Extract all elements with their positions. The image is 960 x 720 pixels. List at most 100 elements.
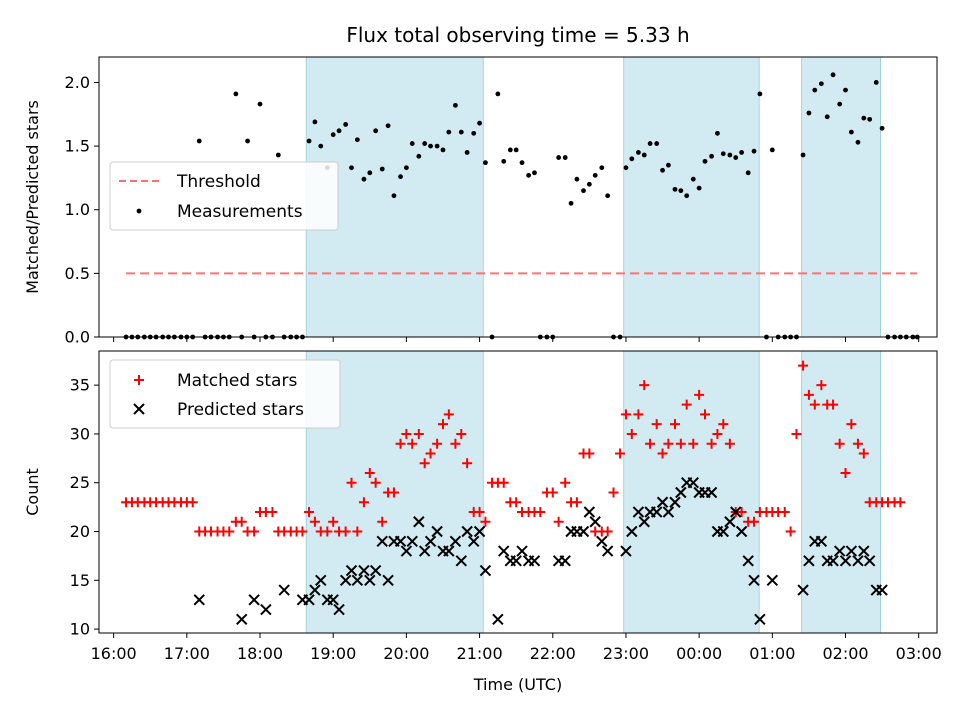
measurement-point [727, 152, 733, 158]
legend-measurements-label: Measurements [177, 202, 303, 222]
x-tick-label: 18:00 [237, 644, 283, 663]
x-tick-label: 23:00 [603, 644, 649, 663]
legend-predicted-swatch [133, 403, 145, 415]
x-tick-label: 16:00 [91, 644, 137, 663]
measurement-point [245, 138, 250, 144]
measurement-point [532, 170, 537, 176]
measurement-point [422, 141, 428, 146]
predicted-stars-point [303, 594, 315, 606]
measurement-point [526, 172, 532, 178]
measurement-point [751, 148, 757, 154]
legend-measurements-swatch [136, 208, 142, 214]
matched-stars-point [602, 526, 613, 537]
predicted-stars-point [589, 516, 601, 528]
measurement-point [373, 128, 379, 134]
chart-title: Flux total observing time = 5.33 h [346, 23, 689, 47]
matched-stars-point [358, 497, 369, 508]
matched-stars-point [511, 497, 522, 508]
y-tick-label: 0.0 [65, 328, 90, 347]
measurement-point [556, 155, 562, 160]
matched-stars-point [718, 419, 729, 430]
matched-stars-point [663, 438, 674, 449]
predicted-stars-point [339, 574, 352, 587]
x-tick-label: 03:00 [896, 644, 942, 663]
measurement-point [428, 143, 433, 149]
measurement-point [592, 172, 598, 178]
measurement-point [257, 101, 263, 107]
counts-legend: Matched stars Predicted stars [109, 359, 341, 429]
x-tick-label: 22:00 [530, 644, 576, 663]
matched-stars-point [712, 428, 723, 439]
matched-stars-point [328, 516, 339, 527]
predicted-stars-point [559, 555, 571, 567]
matched-stars-point [346, 477, 357, 488]
matched-stars-point [553, 516, 564, 527]
predicted-stars-point [406, 535, 418, 547]
predicted-stars-point [748, 574, 760, 587]
measurement-point [769, 147, 775, 153]
measurement-point [196, 138, 202, 144]
matched-stars-point [322, 526, 333, 537]
matched-stars-point [480, 516, 491, 527]
matched-stars-point [615, 448, 626, 459]
measurement-point [745, 170, 751, 176]
predicted-stars-point [400, 545, 413, 557]
predicted-stars-point [327, 594, 339, 606]
x-marker [133, 403, 145, 415]
predicted-stars-point [364, 574, 376, 587]
matched-stars-point [816, 380, 827, 391]
measurement-point [605, 193, 611, 199]
predicted-stars-point [492, 613, 504, 626]
measurement-point [507, 147, 513, 153]
measurement-point [275, 152, 281, 158]
predicted-stars-point [236, 613, 248, 626]
predicted-stars-point [662, 506, 675, 518]
legend-matched-swatch [134, 375, 144, 385]
predicted-stars-point [669, 496, 681, 508]
measurement-point [672, 186, 678, 192]
y-tick-label: 25 [70, 473, 90, 492]
matched-stars-point [450, 438, 461, 449]
matched-stars-point [419, 458, 430, 469]
measurement-point [306, 138, 312, 144]
measurement-point [562, 155, 568, 160]
predicted-stars-point [583, 506, 596, 518]
measurement-point [464, 150, 470, 155]
matched-stars-point [267, 507, 278, 518]
measurement-point [440, 147, 446, 153]
predicted-stars-point [601, 545, 614, 557]
matched-stars-point [584, 448, 595, 459]
predicted-stars-point [797, 584, 809, 596]
matched-stars-point [675, 438, 686, 449]
measurement-point [720, 151, 726, 157]
matched-stars-point [699, 409, 710, 420]
measurement-point [483, 160, 488, 166]
measurement-point [349, 165, 354, 171]
measurement-point [501, 158, 507, 164]
y-tick-label: 0.5 [65, 264, 90, 283]
measurement-point [733, 155, 739, 160]
matched-stars-point [309, 516, 320, 527]
measurement-point [696, 185, 702, 191]
matched-stars-point [249, 526, 260, 537]
observing-window-2 [623, 350, 760, 634]
predicted-stars-point [333, 603, 345, 616]
matched-stars-point [401, 428, 412, 439]
x-tick-label: 20:00 [383, 644, 429, 663]
measurement-point [666, 162, 671, 168]
predicted-stars-point [656, 496, 669, 508]
measurement-point [684, 193, 690, 199]
measurement-point [434, 143, 440, 149]
ratio-legend: Threshold Measurements [109, 161, 339, 231]
ratio-plot-frame [98, 56, 938, 338]
predicted-stars-point [626, 525, 638, 538]
measurement-point [416, 153, 422, 159]
predicted-stars-point [443, 545, 455, 557]
matched-stars-point [657, 448, 668, 459]
measurement-point [824, 114, 830, 120]
measurement-point [446, 129, 452, 135]
matched-stars-point [736, 507, 747, 518]
ratio-y-axis-label: Matched/Predicted stars [23, 100, 42, 294]
measurement-point [861, 115, 867, 121]
measurement-point [233, 91, 239, 97]
